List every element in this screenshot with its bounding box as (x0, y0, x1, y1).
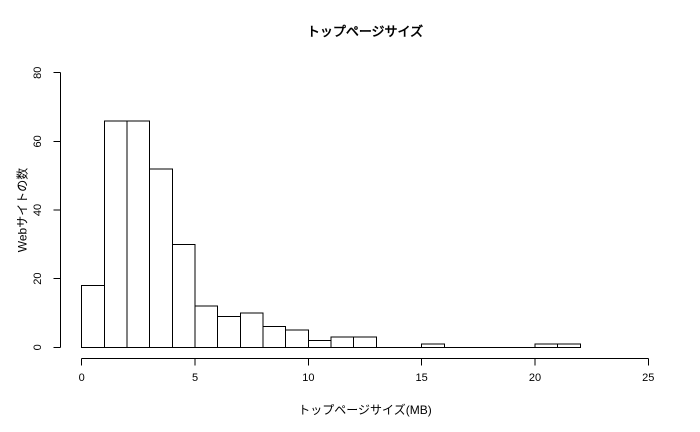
y-tick-label: 20 (32, 273, 44, 285)
y-tick-label: 40 (32, 204, 44, 216)
histogram-bar (194, 305, 219, 348)
y-tick-label: 60 (32, 135, 44, 147)
x-tick-label: 25 (642, 372, 654, 384)
histogram-bar (307, 339, 332, 348)
x-tick-label: 15 (416, 372, 428, 384)
histogram-bar (421, 343, 445, 348)
histogram-bar (534, 343, 559, 348)
x-axis-label: トップページサイズ(MB) (298, 403, 432, 417)
x-tick-label: 20 (529, 372, 541, 384)
chart-title: トップページサイズ (306, 24, 424, 39)
histogram-bar (103, 120, 128, 348)
histogram-bar (353, 336, 377, 348)
histogram-bar (239, 312, 264, 348)
histogram-bar (557, 343, 581, 348)
x-tick-label: 5 (192, 372, 198, 384)
histogram-bar (285, 329, 309, 348)
y-tick-label: 80 (32, 67, 44, 79)
x-tick-label: 10 (302, 372, 314, 384)
histogram-bar (126, 120, 151, 348)
histogram-bar (262, 326, 287, 348)
histogram-bar (330, 336, 355, 348)
y-axis-label: Webサイトの数 (15, 167, 30, 253)
histogram-bar (149, 168, 173, 348)
histogram-bar (171, 243, 196, 348)
histogram-bar (81, 285, 105, 348)
histogram-bar (217, 315, 241, 348)
y-tick-label: 0 (32, 344, 44, 350)
x-tick-label: 0 (79, 372, 85, 384)
